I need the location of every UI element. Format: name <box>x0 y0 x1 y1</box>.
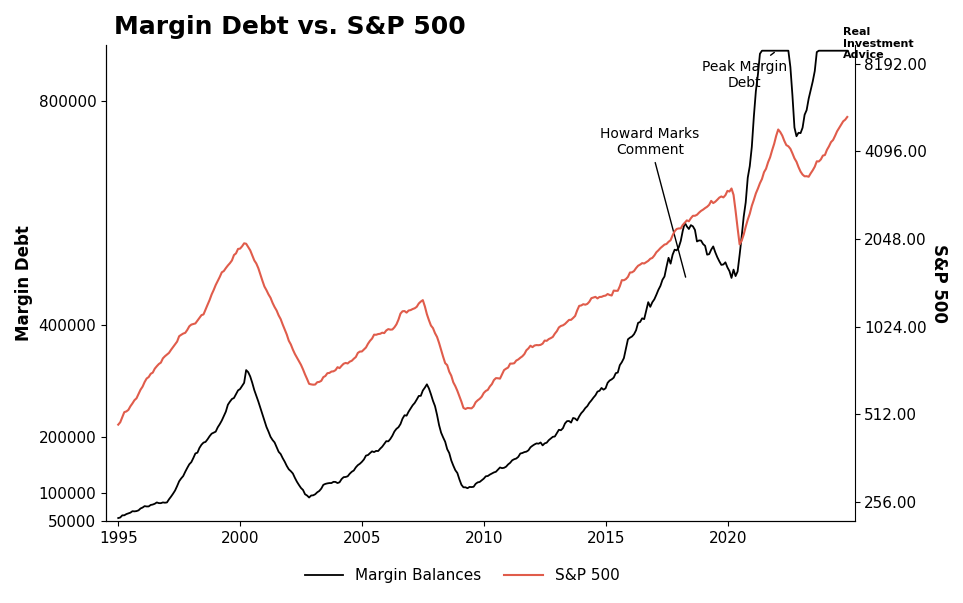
Line: Margin Balances: Margin Balances <box>118 51 847 518</box>
Margin Balances <box>803 95 815 103</box>
Margin Balances <box>202 435 214 443</box>
S&P 500 <box>842 113 853 121</box>
S&P 500 <box>202 301 214 308</box>
Line: S&P 500: S&P 500 <box>118 117 847 425</box>
Margin Balances <box>366 448 377 455</box>
Y-axis label: S&P 500: S&P 500 <box>930 244 948 323</box>
Margin Balances <box>329 478 341 485</box>
Margin Balances <box>113 514 124 522</box>
S&P 500 <box>431 333 443 341</box>
Margin Balances <box>354 460 366 467</box>
Margin Balances <box>756 47 768 54</box>
Y-axis label: Margin Debt: Margin Debt <box>15 225 33 341</box>
S&P 500 <box>329 367 341 374</box>
Text: Howard Marks
Comment: Howard Marks Comment <box>600 127 699 277</box>
S&P 500 <box>354 348 366 355</box>
Margin Balances <box>842 47 853 54</box>
S&P 500 <box>801 172 813 180</box>
Text: Peak Margin
Debt: Peak Margin Debt <box>702 52 788 90</box>
Text: Real
Investment
Advice: Real Investment Advice <box>843 27 913 60</box>
Margin Balances <box>431 411 443 418</box>
Text: Margin Debt vs. S&P 500: Margin Debt vs. S&P 500 <box>114 15 465 39</box>
Legend: Margin Balances, S&P 500: Margin Balances, S&P 500 <box>299 562 626 589</box>
S&P 500 <box>366 335 377 342</box>
S&P 500 <box>113 421 124 428</box>
